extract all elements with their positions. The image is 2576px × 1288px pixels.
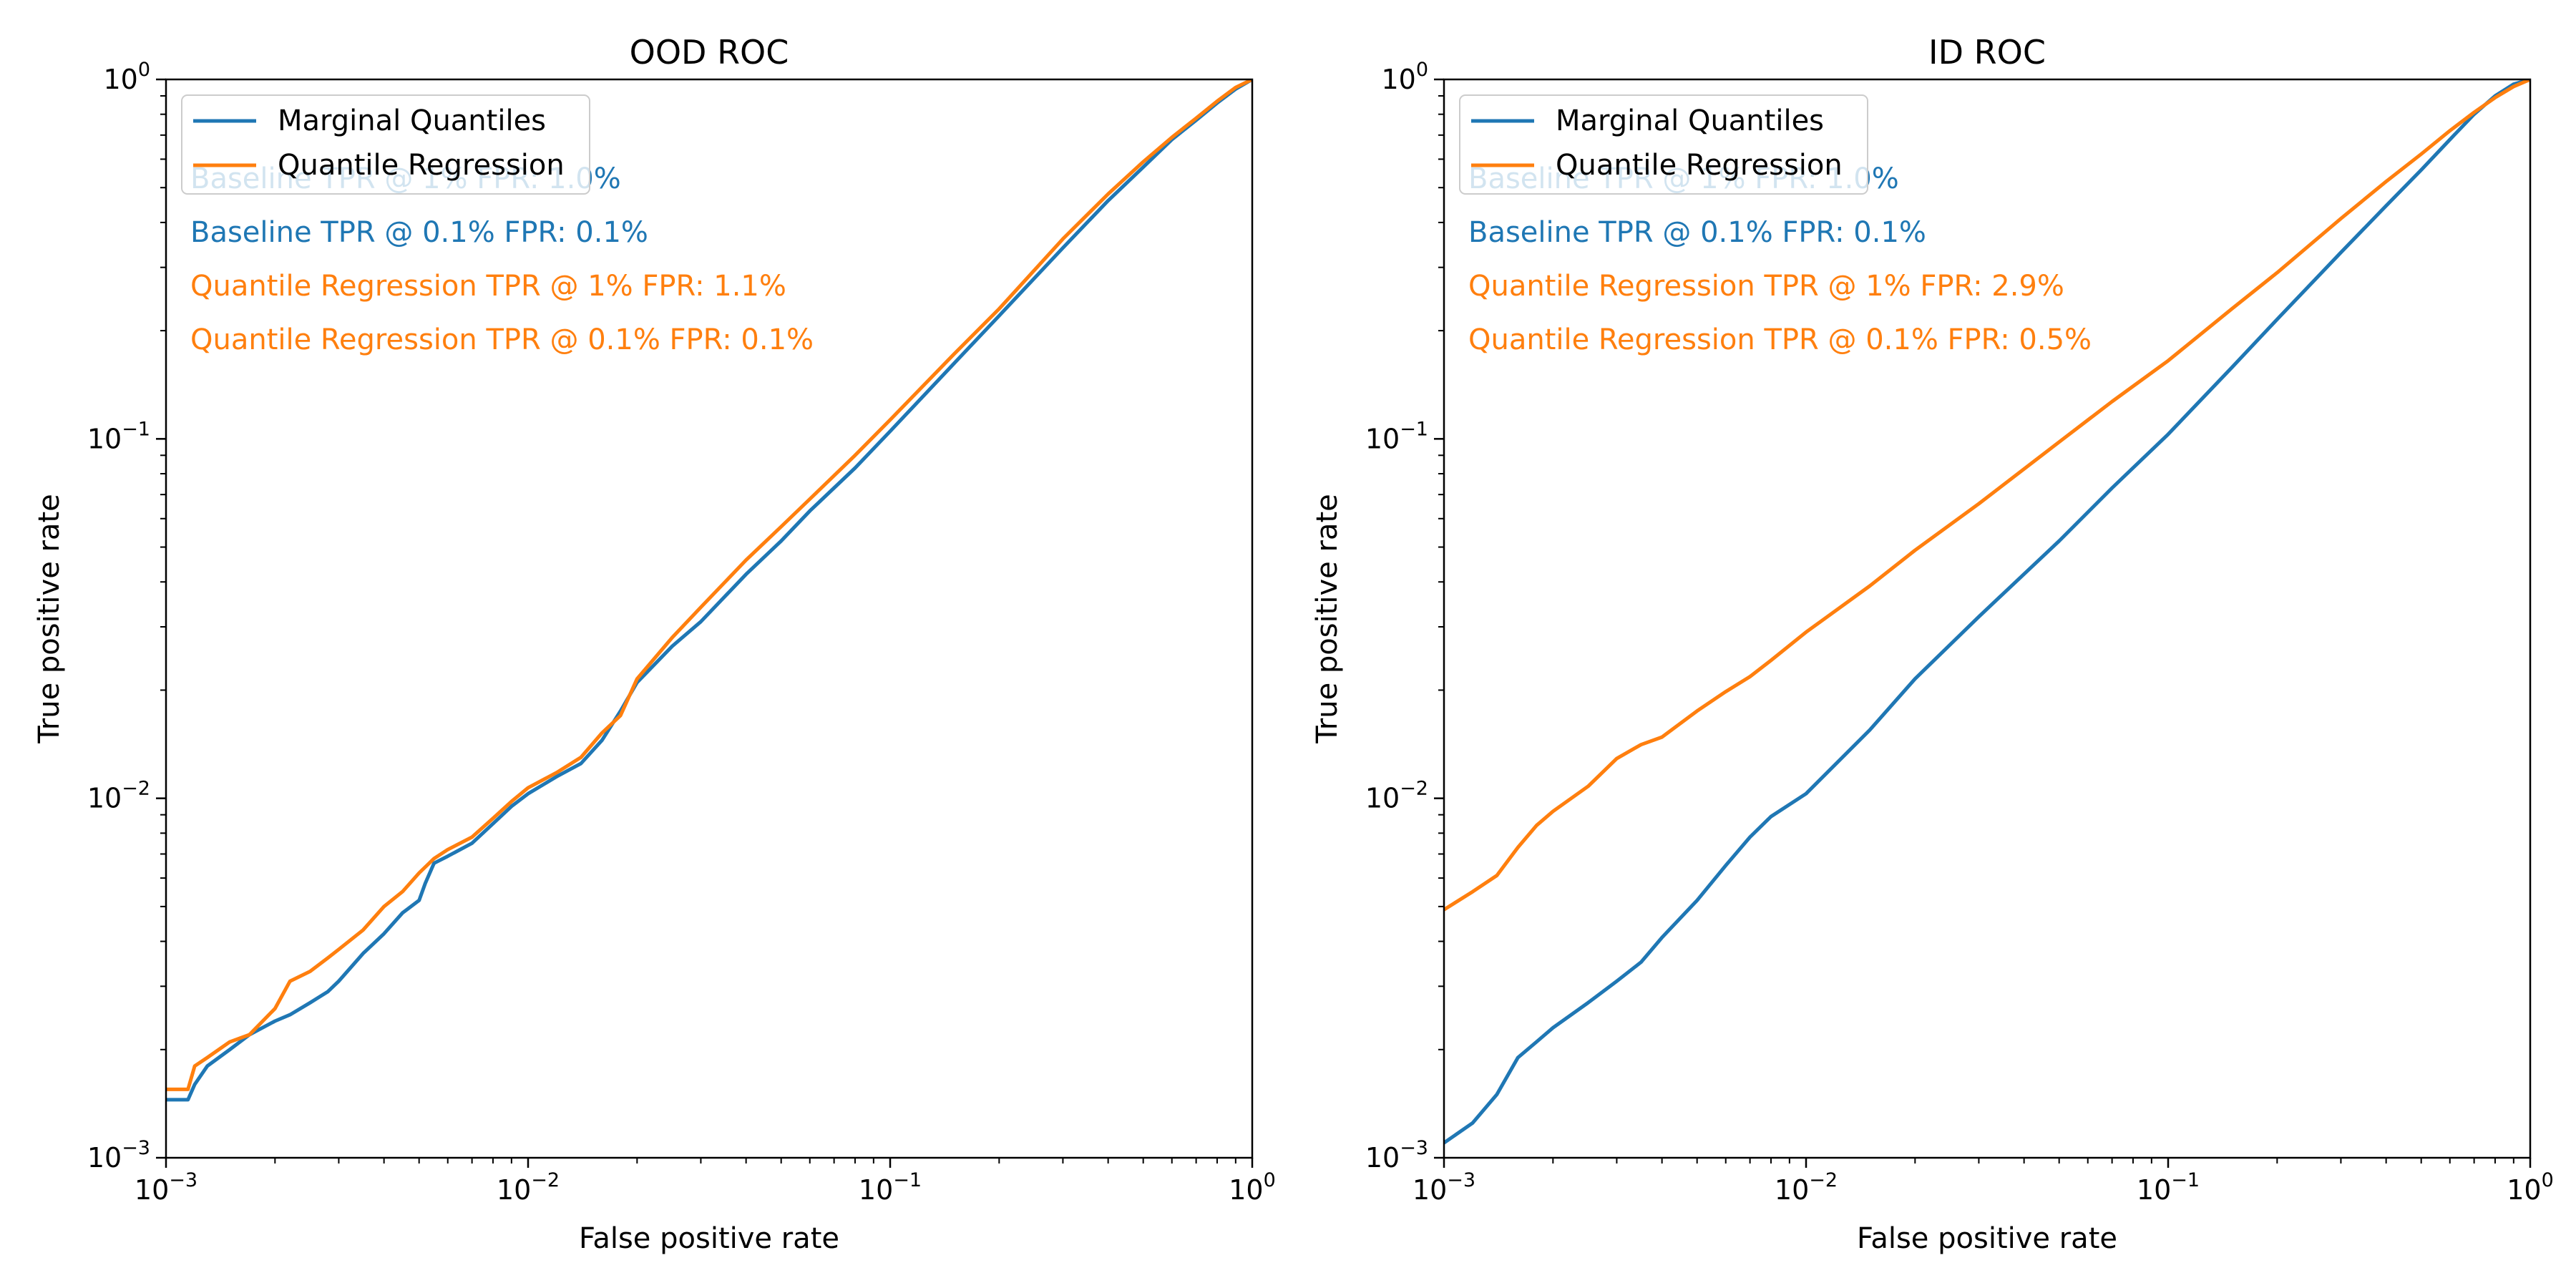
y-tick-exponent: −2 xyxy=(122,778,150,800)
x-tick-exponent: −2 xyxy=(1809,1169,1838,1191)
y-tick-base: 10 xyxy=(103,64,137,95)
chart-title: ID ROC xyxy=(1928,33,2046,72)
x-axis-label: False positive rate xyxy=(579,1222,839,1255)
legend-box xyxy=(181,94,590,195)
y-tick-base: 10 xyxy=(87,783,122,814)
y-tick-base: 10 xyxy=(1365,783,1400,814)
y-tick-label: 10−2 xyxy=(1365,778,1428,814)
annotation-text: Baseline TPR @ 0.1% FPR: 0.1% xyxy=(190,216,648,249)
y-tick-base: 10 xyxy=(1381,64,1415,95)
y-axis-label: True positive rate xyxy=(33,494,66,744)
axes-frame xyxy=(1443,78,2532,1159)
x-tick-label: 10−1 xyxy=(859,1169,922,1206)
legend-label: Marginal Quantiles xyxy=(278,104,546,137)
series-line-quantile-regression xyxy=(1444,79,2530,912)
y-tick-exponent: −1 xyxy=(1400,418,1428,440)
annotation-text: Quantile Regression TPR @ 0.1% FPR: 0.1% xyxy=(190,323,814,356)
annotation-text: Quantile Regression TPR @ 0.1% FPR: 0.5% xyxy=(1468,323,2092,356)
x-tick-label: 10−3 xyxy=(135,1169,197,1206)
x-tick-base: 10 xyxy=(1775,1174,1809,1206)
x-tick-label: 10−1 xyxy=(2137,1169,2200,1206)
series-line-quantile-regression xyxy=(166,79,1252,1091)
chart-title: OOD ROC xyxy=(630,33,789,72)
y-tick-base: 10 xyxy=(1365,423,1400,454)
x-tick-exponent: −3 xyxy=(1447,1169,1475,1191)
x-tick-exponent: −2 xyxy=(531,1169,560,1191)
x-axis-label: False positive rate xyxy=(1857,1222,2117,1255)
legend: Marginal Quantiles Quantile Regression xyxy=(1459,94,1868,195)
y-tick-exponent: 0 xyxy=(138,59,150,81)
y-tick-label: 10−3 xyxy=(1365,1137,1428,1174)
x-tick-exponent: −1 xyxy=(893,1169,922,1191)
x-tick-base: 10 xyxy=(135,1174,169,1206)
legend-label: Quantile Regression xyxy=(1556,149,1843,182)
y-tick-label: 10−1 xyxy=(87,418,150,454)
legend-box xyxy=(1459,94,1868,195)
legend-label: Marginal Quantiles xyxy=(1556,104,1824,137)
y-tick-base: 10 xyxy=(87,423,122,454)
y-tick-label: 100 xyxy=(103,59,150,95)
y-tick-exponent: −3 xyxy=(122,1137,150,1159)
x-tick-label: 100 xyxy=(1229,1169,1276,1206)
x-tick-base: 10 xyxy=(1413,1174,1447,1206)
y-tick-base: 10 xyxy=(1365,1142,1400,1174)
y-tick-label: 100 xyxy=(1381,59,1428,95)
x-tick-base: 10 xyxy=(2137,1174,2171,1206)
x-tick-exponent: −3 xyxy=(169,1169,197,1191)
x-tick-base: 10 xyxy=(2507,1174,2541,1206)
y-axis-label: True positive rate xyxy=(1311,494,1344,744)
series-line-marginal-quantiles xyxy=(1444,79,2530,1145)
y-tick-label: 10−3 xyxy=(87,1137,150,1174)
x-tick-label: 10−2 xyxy=(497,1169,560,1206)
legend: Marginal Quantiles Quantile Regression xyxy=(181,94,590,195)
x-tick-exponent: −1 xyxy=(2171,1169,2200,1191)
y-tick-exponent: −1 xyxy=(122,418,150,440)
annotation-text: Quantile Regression TPR @ 1% FPR: 2.9% xyxy=(1468,270,2064,303)
x-tick-label: 100 xyxy=(2507,1169,2554,1206)
axes-frame xyxy=(165,78,1254,1159)
y-tick-exponent: −3 xyxy=(1400,1137,1428,1159)
x-tick-base: 10 xyxy=(859,1174,893,1206)
x-tick-label: 10−2 xyxy=(1775,1169,1838,1206)
x-tick-base: 10 xyxy=(1229,1174,1263,1206)
legend-label: Quantile Regression xyxy=(278,149,565,182)
y-tick-exponent: −2 xyxy=(1400,778,1428,800)
y-tick-label: 10−2 xyxy=(87,778,150,814)
x-tick-label: 10−3 xyxy=(1413,1169,1475,1206)
y-tick-label: 10−1 xyxy=(1365,418,1428,454)
annotation-text: Quantile Regression TPR @ 1% FPR: 1.1% xyxy=(190,270,786,303)
annotation-text: Baseline TPR @ 0.1% FPR: 0.1% xyxy=(1468,216,1926,249)
y-tick-exponent: 0 xyxy=(1416,59,1428,81)
x-tick-exponent: 0 xyxy=(2542,1169,2554,1191)
x-tick-exponent: 0 xyxy=(1264,1169,1276,1191)
y-tick-base: 10 xyxy=(87,1142,122,1174)
x-tick-base: 10 xyxy=(497,1174,531,1206)
series-line-marginal-quantiles xyxy=(166,79,1252,1102)
